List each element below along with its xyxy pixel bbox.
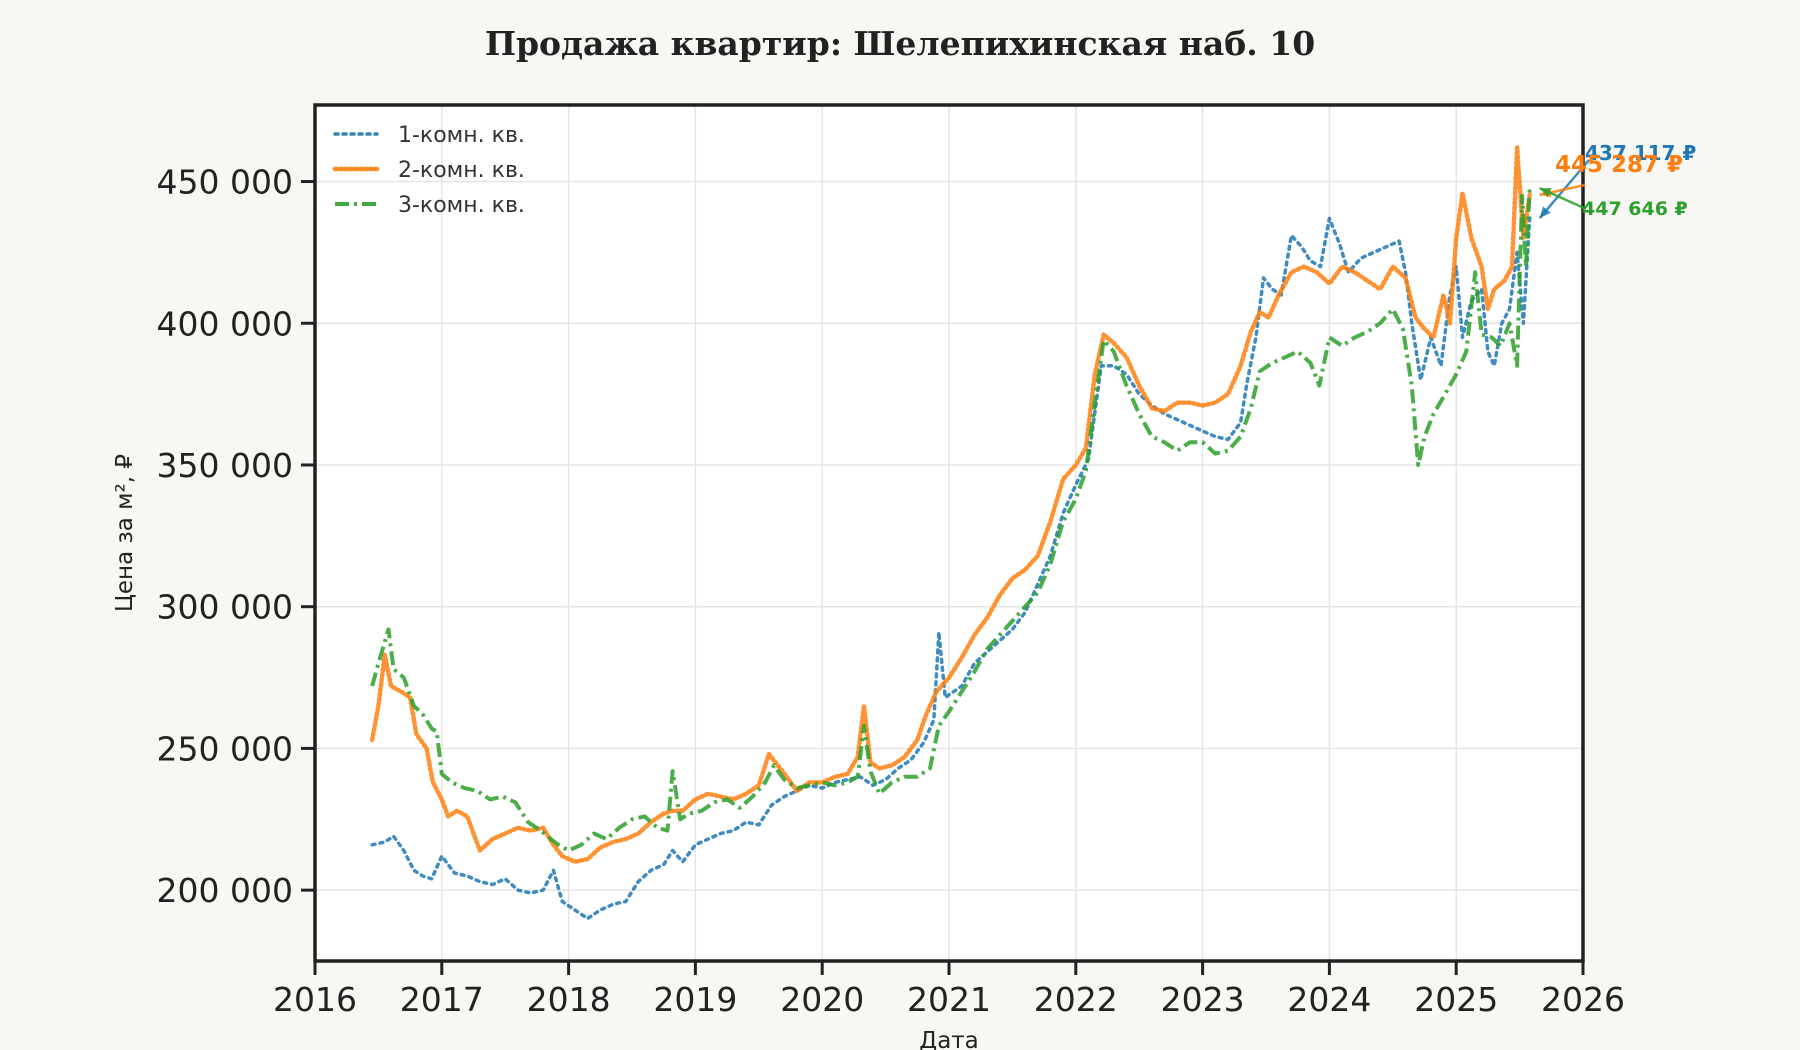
series-line-3k — [370, 188, 1532, 853]
annotation-label: 437 117 ₽ — [1585, 141, 1696, 165]
y-tick-label: 450 000 — [157, 163, 293, 202]
x-tick-label: 2021 — [907, 980, 991, 1019]
x-axis-label: Дата — [919, 1028, 979, 1050]
x-tick-label: 2019 — [653, 980, 737, 1019]
annotation-label: 445 287 ₽ — [1555, 152, 1683, 178]
x-tick-label: 2020 — [780, 980, 864, 1019]
x-tick-label: 2018 — [527, 980, 611, 1019]
series-layer — [369, 145, 1532, 921]
x-tick-label: 2026 — [1541, 980, 1625, 1019]
x-tick-label: 2023 — [1161, 980, 1245, 1019]
legend: 1-комн. кв. 2-комн. кв. 3-комн. кв. — [332, 123, 525, 218]
annotation-arrowhead — [1539, 206, 1551, 218]
x-tick-label: 2017 — [400, 980, 484, 1019]
y-tick-label: 350 000 — [157, 446, 293, 485]
annotations: 437 117 ₽445 287 ₽ 447 646 ₽ — [1538, 141, 1696, 220]
y-axis-label: Цена за м², ₽ — [112, 454, 138, 612]
y-tick-label: 250 000 — [157, 729, 293, 768]
y-tick-label: 300 000 — [157, 588, 293, 627]
chart-title: Продажа квартир: Шелепихинская наб. 10 — [485, 24, 1315, 63]
legend-label: 3-комн. кв. — [398, 193, 525, 218]
series-line-2k — [369, 145, 1532, 865]
x-tick-label: 2016 — [273, 980, 357, 1019]
series-line-1k — [370, 216, 1532, 921]
x-tick-label: 2022 — [1034, 980, 1118, 1019]
annotation-label: 447 646 ₽ — [1582, 198, 1688, 220]
y-tick-label: 400 000 — [157, 304, 293, 343]
x-tick-label: 2024 — [1287, 980, 1371, 1019]
y-tick-label: 200 000 — [157, 871, 293, 910]
legend-label: 1-комн. кв. — [398, 123, 525, 148]
annotation-arrowhead — [1539, 188, 1552, 198]
axis-ticks: 2016 2017 2018 2019 2020 2021 2022 2023 2024 2025… — [157, 163, 1625, 1019]
x-tick-label: 2025 — [1414, 980, 1498, 1019]
legend-label: 2-комн. кв. — [398, 158, 525, 183]
